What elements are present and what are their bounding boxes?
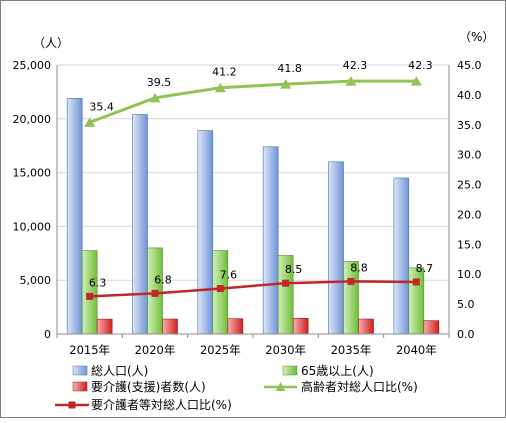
- bar-total-pop-2020-: [132, 114, 148, 335]
- left-tick-label: 5,000: [20, 274, 52, 287]
- bar-total-pop-2015-: [66, 98, 83, 335]
- bar-care-count-2040-: [423, 320, 440, 335]
- bar-65-over-2015-: [81, 250, 98, 335]
- bar-total-pop-2040-: [393, 177, 410, 335]
- gridlines: [57, 64, 449, 281]
- right-axis-unit: （%）: [459, 30, 494, 44]
- data-label-care-ratio: 8.5: [285, 263, 303, 276]
- legend-label-elderly-ratio: 高齢者対総人口比(%): [301, 379, 418, 394]
- bar-care-count-2035-: [358, 318, 374, 335]
- marker-elderly-ratio: [214, 82, 226, 93]
- left-tick-label: 15,000: [13, 167, 52, 180]
- bar-total-pop-2035-: [328, 161, 344, 335]
- x-tick-label: 2035年: [331, 343, 372, 357]
- data-label-care-ratio: 8.8: [350, 261, 368, 274]
- marker-care-ratio: [282, 279, 290, 287]
- x-tick-label: 2025年: [200, 343, 241, 357]
- legend-label-65-over: 65歳以上(人): [301, 364, 374, 378]
- marker-elderly-ratio: [84, 117, 96, 127]
- line-series: 35.4 39.5 41.2 41.8 42.3 42.3 6.3 6.8 7.6 8.5 8.8 8…: [84, 59, 433, 300]
- axes: 0 5,000 10,000 15,000 20,000 25,000 0.0 5.0 10.0…: [13, 59, 482, 357]
- bar-total-pop-2030-: [262, 146, 279, 335]
- bar-care-count-2025-: [227, 318, 244, 335]
- legend-label-care-count: 要介護(支援)者数(人): [91, 379, 206, 394]
- bars: [66, 98, 440, 335]
- x-tick-label: 2040年: [396, 343, 437, 357]
- data-label-elderly-ratio: 41.2: [212, 66, 237, 79]
- marker-elderly-ratio: [410, 76, 422, 86]
- right-tick-label: 15.0: [457, 238, 482, 251]
- bar-total-pop-2025-: [197, 130, 214, 335]
- x-tick-label: 2030年: [265, 343, 306, 357]
- bar-65-over-2040-: [408, 267, 425, 335]
- data-label-elderly-ratio: 42.3: [343, 59, 368, 72]
- x-tick-label: 2020年: [135, 343, 176, 357]
- bar-care-count-2015-: [96, 318, 113, 335]
- right-tick-label: 5.0: [457, 298, 475, 311]
- marker-elderly-ratio: [280, 79, 292, 89]
- line-care-ratio: [89, 280, 417, 298]
- legend-label-total-pop: 総人口(人): [91, 364, 148, 378]
- right-tick-label: 0.0: [457, 328, 475, 341]
- left-tick-label: 25,000: [13, 59, 52, 72]
- left-tick-label: 20,000: [13, 113, 52, 126]
- marker-care-ratio: [86, 292, 94, 300]
- legend-swatch-65-over: [282, 365, 298, 376]
- legend-label-care-ratio: 要介護者等対総人口比(%): [91, 397, 232, 412]
- left-tick-label: 0: [44, 328, 51, 341]
- marker-elderly-ratio: [149, 92, 161, 103]
- right-tick-label: 40.0: [457, 89, 482, 102]
- marker-care-ratio: [216, 285, 224, 293]
- bar-65-over-2025-: [212, 250, 229, 335]
- legend-swatch-total-pop: [72, 365, 88, 376]
- data-label-care-ratio: 6.8: [154, 273, 172, 286]
- marker-care-ratio: [412, 278, 420, 286]
- data-label-care-ratio: 6.3: [89, 276, 107, 289]
- legend: 総人口(人) 65歳以上(人) 要介護(支援)者数(人) 高齢者対総人口比(%)…: [55, 364, 418, 412]
- legend-marker-elderly-ratio: [275, 382, 286, 391]
- legend-marker-care-ratio: [68, 401, 76, 409]
- right-tick-label: 20.0: [457, 208, 482, 221]
- legend-swatch-care-count: [72, 381, 88, 392]
- marker-care-ratio: [151, 289, 159, 297]
- data-label-care-ratio: 7.6: [220, 269, 238, 282]
- data-label-elderly-ratio: 35.4: [89, 100, 114, 113]
- data-label-care-ratio: 8.7: [416, 262, 434, 275]
- right-tick-label: 35.0: [457, 119, 482, 132]
- marker-elderly-ratio: [345, 76, 357, 86]
- marker-care-ratio: [347, 277, 355, 285]
- data-label-elderly-ratio: 42.3: [408, 59, 433, 72]
- right-tick-label: 30.0: [457, 149, 482, 162]
- left-axis-unit: （人）: [33, 36, 69, 50]
- data-label-elderly-ratio: 41.8: [277, 62, 302, 75]
- bar-care-count-2030-: [292, 317, 309, 335]
- left-tick-label: 10,000: [13, 220, 52, 233]
- data-label-elderly-ratio: 39.5: [147, 76, 172, 89]
- bar-care-count-2020-: [162, 318, 178, 335]
- right-tick-label: 25.0: [457, 179, 482, 192]
- x-tick-label: 2015年: [69, 343, 110, 357]
- line-elderly-ratio: [89, 79, 417, 124]
- right-tick-label: 45.0: [457, 59, 482, 72]
- right-tick-label: 10.0: [457, 268, 482, 281]
